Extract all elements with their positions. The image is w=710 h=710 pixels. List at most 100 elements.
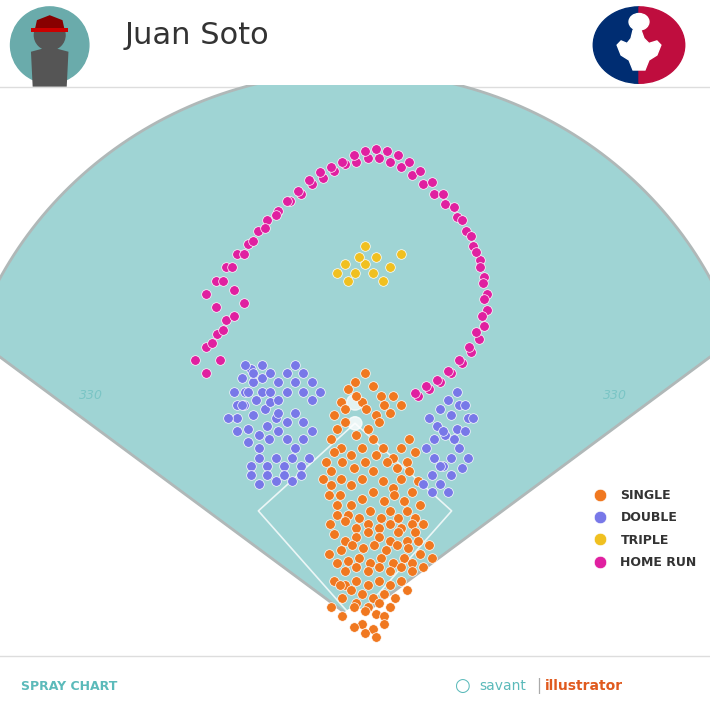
Point [387,482,398,493]
Point [479,320,490,332]
Point [342,275,354,286]
Point [376,390,387,401]
Point [345,500,356,511]
Point [248,368,259,379]
Point [295,460,307,471]
Point [359,456,371,467]
Point [474,333,485,344]
Point [426,469,437,481]
Point [437,460,449,471]
Point [231,413,242,424]
Point [337,611,348,622]
Point [362,526,373,537]
Point [242,386,253,398]
Point [373,562,384,573]
Point [351,562,362,573]
Text: SPRAY CHART: SPRAY CHART [21,679,118,693]
Point [324,518,336,530]
Circle shape [348,417,362,430]
Text: illustrator: illustrator [545,679,623,693]
Point [306,179,317,190]
Point [387,390,398,401]
Point [248,410,259,421]
Point [457,463,468,474]
Point [270,476,281,487]
Point [457,357,468,368]
Point [393,150,404,161]
Point [390,592,401,604]
Point [378,496,390,507]
Point [445,452,457,464]
Point [264,368,275,379]
Point [367,486,378,498]
Point [435,403,446,415]
Point [351,575,362,586]
Point [335,473,346,484]
Point [381,456,393,467]
Point [356,397,368,408]
Point [367,465,378,476]
Point [339,258,351,269]
Point [412,535,423,547]
Point [354,513,365,524]
Point [459,425,471,437]
Point [238,399,249,410]
Point [384,601,395,613]
Text: 330: 330 [79,389,102,402]
Point [377,476,388,487]
Point [398,496,410,507]
Point [401,584,413,596]
Point [200,368,212,379]
Point [415,548,426,559]
Point [332,557,343,569]
Circle shape [346,394,364,410]
Point [393,526,404,537]
Text: ○: ○ [454,677,470,695]
Point [393,513,404,524]
Point [214,354,226,366]
Point [373,152,384,163]
Point [464,341,475,352]
Point [429,434,440,445]
Point [281,434,293,445]
Point [306,425,317,437]
Point [362,518,373,530]
Point [445,410,457,421]
Point [297,368,309,379]
Point [287,476,298,487]
Point [320,456,332,467]
Point [228,386,239,398]
Point [200,341,212,352]
Point [435,460,446,471]
Point [384,262,395,273]
Point [362,152,373,163]
Point [248,236,259,247]
Point [236,373,248,384]
Point [412,390,423,401]
Point [474,262,486,273]
Polygon shape [34,15,65,32]
Point [368,539,380,550]
Point [253,452,265,464]
Point [261,420,273,432]
Point [315,386,326,398]
Point [253,443,265,454]
Point [442,394,454,405]
Point [365,505,376,516]
Point [479,293,490,305]
Point [351,597,362,608]
Point [303,452,315,464]
Point [409,526,420,537]
Point [359,146,371,157]
Point [326,434,337,445]
Point [270,413,281,424]
Point [442,365,454,376]
Point [190,354,201,366]
Point [295,188,307,200]
Point [376,552,387,564]
Point [339,403,351,415]
Point [226,262,238,273]
Point [303,175,315,186]
Point [251,394,262,405]
Polygon shape [31,28,68,32]
